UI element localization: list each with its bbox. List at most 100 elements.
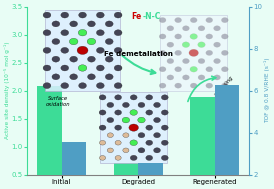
Circle shape xyxy=(161,95,168,100)
Circle shape xyxy=(52,56,60,62)
Circle shape xyxy=(159,67,166,72)
Circle shape xyxy=(154,148,161,153)
Circle shape xyxy=(129,124,138,131)
Circle shape xyxy=(198,75,205,80)
Circle shape xyxy=(105,39,113,44)
Circle shape xyxy=(99,125,106,130)
Circle shape xyxy=(130,140,138,146)
Circle shape xyxy=(69,38,78,45)
Circle shape xyxy=(190,18,197,23)
Circle shape xyxy=(61,65,69,71)
Circle shape xyxy=(182,58,189,64)
Circle shape xyxy=(161,125,168,130)
Bar xyxy=(62,142,86,189)
Circle shape xyxy=(52,21,60,27)
Circle shape xyxy=(107,118,114,123)
Circle shape xyxy=(61,47,69,53)
Circle shape xyxy=(206,18,213,23)
Circle shape xyxy=(130,95,137,100)
Circle shape xyxy=(154,133,161,138)
Circle shape xyxy=(52,74,60,80)
Text: Fe: Fe xyxy=(132,12,142,21)
Circle shape xyxy=(214,26,221,31)
Circle shape xyxy=(87,38,96,45)
Circle shape xyxy=(159,34,166,39)
Circle shape xyxy=(206,83,213,88)
Bar xyxy=(215,85,239,189)
Circle shape xyxy=(182,42,190,47)
Circle shape xyxy=(52,39,60,44)
Circle shape xyxy=(221,18,228,23)
Circle shape xyxy=(122,117,130,123)
Text: Fe demetallation: Fe demetallation xyxy=(104,51,173,57)
Circle shape xyxy=(96,12,104,18)
Circle shape xyxy=(61,30,69,36)
Circle shape xyxy=(43,47,51,53)
Circle shape xyxy=(190,83,197,88)
Circle shape xyxy=(70,56,78,62)
Circle shape xyxy=(198,42,205,47)
Text: Surface
oxidation: Surface oxidation xyxy=(46,96,70,107)
Circle shape xyxy=(221,50,228,55)
Circle shape xyxy=(70,21,78,27)
Circle shape xyxy=(115,95,122,100)
Circle shape xyxy=(105,74,113,80)
Circle shape xyxy=(154,118,161,123)
Circle shape xyxy=(146,95,153,100)
Circle shape xyxy=(190,34,198,39)
Circle shape xyxy=(115,110,122,115)
Circle shape xyxy=(138,117,145,123)
Circle shape xyxy=(105,21,113,27)
Circle shape xyxy=(87,21,95,27)
Circle shape xyxy=(214,75,221,80)
Circle shape xyxy=(77,46,88,54)
Circle shape xyxy=(138,133,145,138)
Circle shape xyxy=(175,50,182,55)
Circle shape xyxy=(138,102,145,108)
Circle shape xyxy=(123,148,129,153)
Circle shape xyxy=(99,140,106,145)
Circle shape xyxy=(115,140,121,145)
Circle shape xyxy=(182,75,189,80)
Circle shape xyxy=(206,34,213,39)
Circle shape xyxy=(96,65,104,71)
Text: Annealing: Annealing xyxy=(214,75,235,99)
Circle shape xyxy=(167,42,174,47)
Circle shape xyxy=(114,65,122,71)
Circle shape xyxy=(189,49,198,57)
Y-axis label: TOF @ 0.8 V/RHE (s⁻¹): TOF @ 0.8 V/RHE (s⁻¹) xyxy=(264,58,270,123)
Circle shape xyxy=(221,67,228,72)
Circle shape xyxy=(146,140,153,145)
Circle shape xyxy=(167,58,174,64)
Circle shape xyxy=(161,155,168,160)
Circle shape xyxy=(175,83,182,88)
Circle shape xyxy=(146,155,153,160)
Circle shape xyxy=(206,50,213,55)
FancyBboxPatch shape xyxy=(100,92,167,163)
Circle shape xyxy=(175,18,182,23)
Circle shape xyxy=(105,56,113,62)
Circle shape xyxy=(159,50,166,55)
Circle shape xyxy=(154,102,161,108)
Circle shape xyxy=(61,83,69,89)
Circle shape xyxy=(130,110,138,115)
Bar xyxy=(138,163,163,189)
Circle shape xyxy=(79,12,87,18)
Circle shape xyxy=(167,26,174,31)
Circle shape xyxy=(99,156,106,160)
Circle shape xyxy=(114,47,122,53)
Circle shape xyxy=(130,155,137,160)
Circle shape xyxy=(107,133,113,138)
Circle shape xyxy=(175,34,182,39)
Circle shape xyxy=(70,74,78,80)
Circle shape xyxy=(167,75,174,80)
FancyBboxPatch shape xyxy=(160,15,227,91)
Circle shape xyxy=(114,12,122,18)
Circle shape xyxy=(79,83,87,89)
Circle shape xyxy=(43,30,51,36)
Circle shape xyxy=(43,83,51,89)
Circle shape xyxy=(146,110,153,115)
Circle shape xyxy=(43,12,51,18)
Circle shape xyxy=(161,140,168,145)
Bar xyxy=(114,163,138,189)
